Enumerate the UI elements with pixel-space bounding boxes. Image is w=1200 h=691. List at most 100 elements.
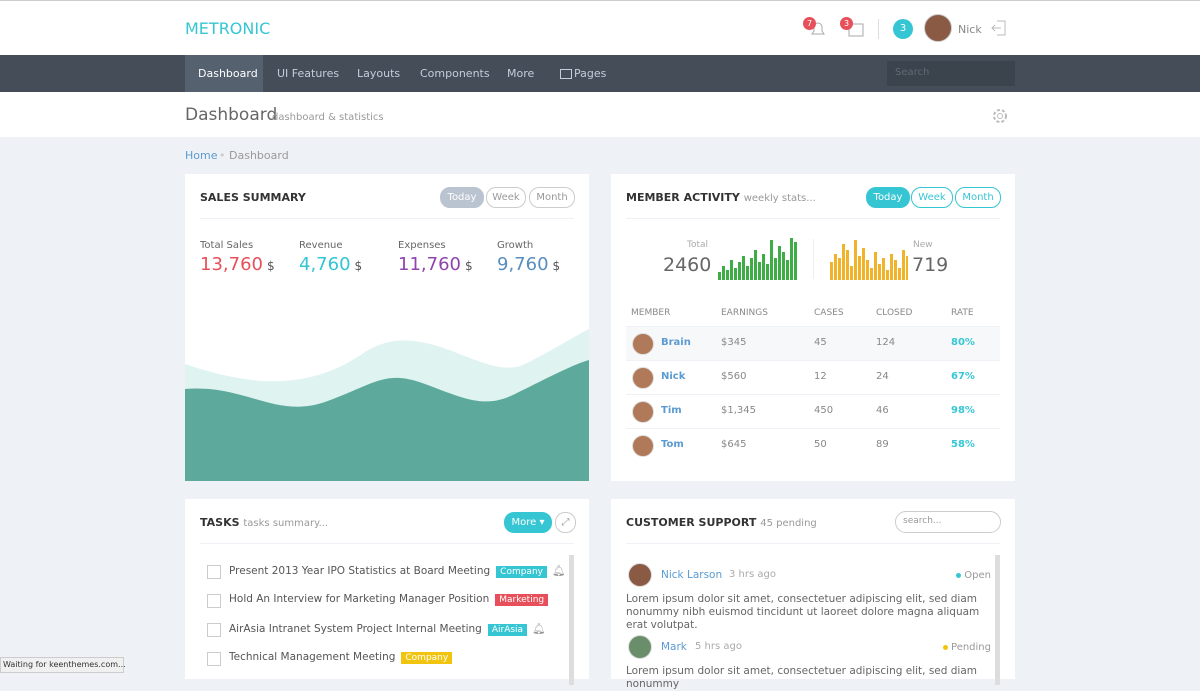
spark-bar xyxy=(870,268,873,280)
checkbox[interactable] xyxy=(207,623,221,637)
page-title-bar: Dashboard dashboard & statistics xyxy=(0,92,1200,137)
spark-bar xyxy=(746,266,749,280)
search-input[interactable]: search... xyxy=(895,511,1001,533)
divider xyxy=(626,543,1000,544)
spark-bar xyxy=(858,256,861,280)
nav-item[interactable]: Pages xyxy=(574,67,607,80)
checkbox[interactable] xyxy=(207,565,221,579)
task-text: Hold An Interview for Marketing Manager … xyxy=(229,593,490,605)
column-header: CLOSED xyxy=(876,308,913,318)
column-header: CASES xyxy=(814,308,844,318)
avatar xyxy=(632,435,654,457)
cell: 67% xyxy=(951,371,975,382)
spark-bar xyxy=(734,268,737,280)
status-text: Open xyxy=(964,570,991,581)
tab[interactable]: Month xyxy=(529,187,575,208)
nav-active xyxy=(185,55,263,92)
stat: 13,760 $ xyxy=(200,254,275,275)
stat: 4,760 $ xyxy=(299,254,362,275)
logout-icon[interactable] xyxy=(990,19,1008,37)
wave-chart xyxy=(185,329,589,481)
divider xyxy=(200,218,574,219)
header: METRONIC 7 3 3 Nick xyxy=(0,0,1200,56)
spark-bar xyxy=(722,266,725,280)
expand-button[interactable]: ⤢ xyxy=(555,512,576,533)
cell: 450 xyxy=(814,405,834,416)
stat-value: 2460 xyxy=(663,254,712,276)
panel-title: MEMBER ACTIVITY weekly stats... xyxy=(626,191,816,204)
stat-label: Revenue xyxy=(299,240,343,251)
nav-item[interactable]: Layouts xyxy=(357,67,401,80)
task: AirAsia Intranet System Project Internal… xyxy=(229,622,546,636)
cell: 124 xyxy=(876,337,896,348)
bell-icon[interactable]: 🔔︎ xyxy=(532,623,546,635)
checkbox[interactable] xyxy=(207,594,221,608)
member-name[interactable]: Brain xyxy=(661,337,691,348)
cell: 58% xyxy=(951,439,975,450)
spark-bar xyxy=(790,238,793,280)
panel-subtitle: tasks summary... xyxy=(243,518,329,529)
task: Hold An Interview for Marketing Manager … xyxy=(229,593,549,606)
row-border xyxy=(626,428,1000,429)
status-dot xyxy=(956,573,962,578)
cell: 24 xyxy=(876,371,889,382)
spark-bar xyxy=(738,262,741,280)
search-placeholder: Search xyxy=(895,67,930,78)
user-avatar[interactable] xyxy=(924,14,952,42)
more-button[interactable]: More ▾ xyxy=(504,512,552,533)
breadcrumb-link[interactable]: Home xyxy=(185,149,218,162)
spark-bar xyxy=(902,250,905,280)
spark-bar xyxy=(842,244,845,280)
checkbox[interactable] xyxy=(207,652,221,666)
member-name[interactable]: Tom xyxy=(661,439,684,450)
nav-item[interactable]: More xyxy=(507,67,535,80)
task: Present 2013 Year IPO Statistics at Boar… xyxy=(229,564,566,578)
sender-name[interactable]: Mark xyxy=(661,641,687,653)
inbox-badge[interactable]: 3 xyxy=(893,19,913,39)
title-text: CUSTOMER SUPPORT xyxy=(626,516,757,529)
status-dot xyxy=(943,645,949,650)
logo[interactable]: METRONIC xyxy=(185,19,271,38)
spark-bar xyxy=(866,260,869,280)
panel-subtitle: weekly stats... xyxy=(743,193,816,204)
member-name[interactable]: Tim xyxy=(661,405,682,416)
sales-panel: SALES SUMMARY Today Week Month Total Sal… xyxy=(185,174,589,481)
avatar xyxy=(632,401,654,423)
task-text: Technical Management Meeting xyxy=(229,651,396,663)
button-text: More xyxy=(511,517,537,528)
spark-bar xyxy=(850,266,853,280)
nav-item[interactable]: Components xyxy=(420,67,490,80)
bell-icon[interactable]: 🔔︎ xyxy=(551,565,566,577)
stat-label: Total Sales xyxy=(200,240,254,251)
spark-bar xyxy=(766,264,769,280)
tab[interactable]: Today xyxy=(440,187,484,208)
tab[interactable]: Week xyxy=(486,187,526,208)
tasks-panel: TASKS tasks summary... More ▾ ⤢ Present … xyxy=(185,499,589,685)
tab[interactable]: Month xyxy=(955,187,1001,208)
search-box[interactable]: Search xyxy=(887,61,1015,86)
spark-bar xyxy=(862,248,865,280)
spark-bar xyxy=(794,242,797,280)
calendar-icon[interactable] xyxy=(846,19,866,39)
briefcase-icon xyxy=(560,69,572,79)
stat-label: Expenses xyxy=(398,240,446,251)
status: Open xyxy=(956,570,991,581)
settings-icon[interactable] xyxy=(991,107,1009,125)
status-text: Pending xyxy=(951,642,991,653)
member-name[interactable]: Nick xyxy=(661,371,686,382)
divider xyxy=(878,19,879,39)
support-panel: CUSTOMER SUPPORT 45 pending search... Ni… xyxy=(611,499,1015,690)
user-name[interactable]: Nick xyxy=(958,23,982,36)
sender-name[interactable]: Nick Larson xyxy=(661,569,723,581)
nav-item[interactable]: UI Features xyxy=(277,67,340,80)
stat: 9,760 $ xyxy=(497,254,560,275)
cell: 89 xyxy=(876,439,889,450)
column-header: EARNINGS xyxy=(721,308,768,318)
spark-bar xyxy=(718,272,721,280)
breadcrumb-current: Dashboard xyxy=(229,149,289,162)
spark-bar xyxy=(882,258,885,280)
nav-item[interactable]: Dashboard xyxy=(198,67,258,80)
tab[interactable]: Week xyxy=(911,187,953,208)
stat-unit: $ xyxy=(266,259,275,273)
tab[interactable]: Today xyxy=(866,187,910,208)
